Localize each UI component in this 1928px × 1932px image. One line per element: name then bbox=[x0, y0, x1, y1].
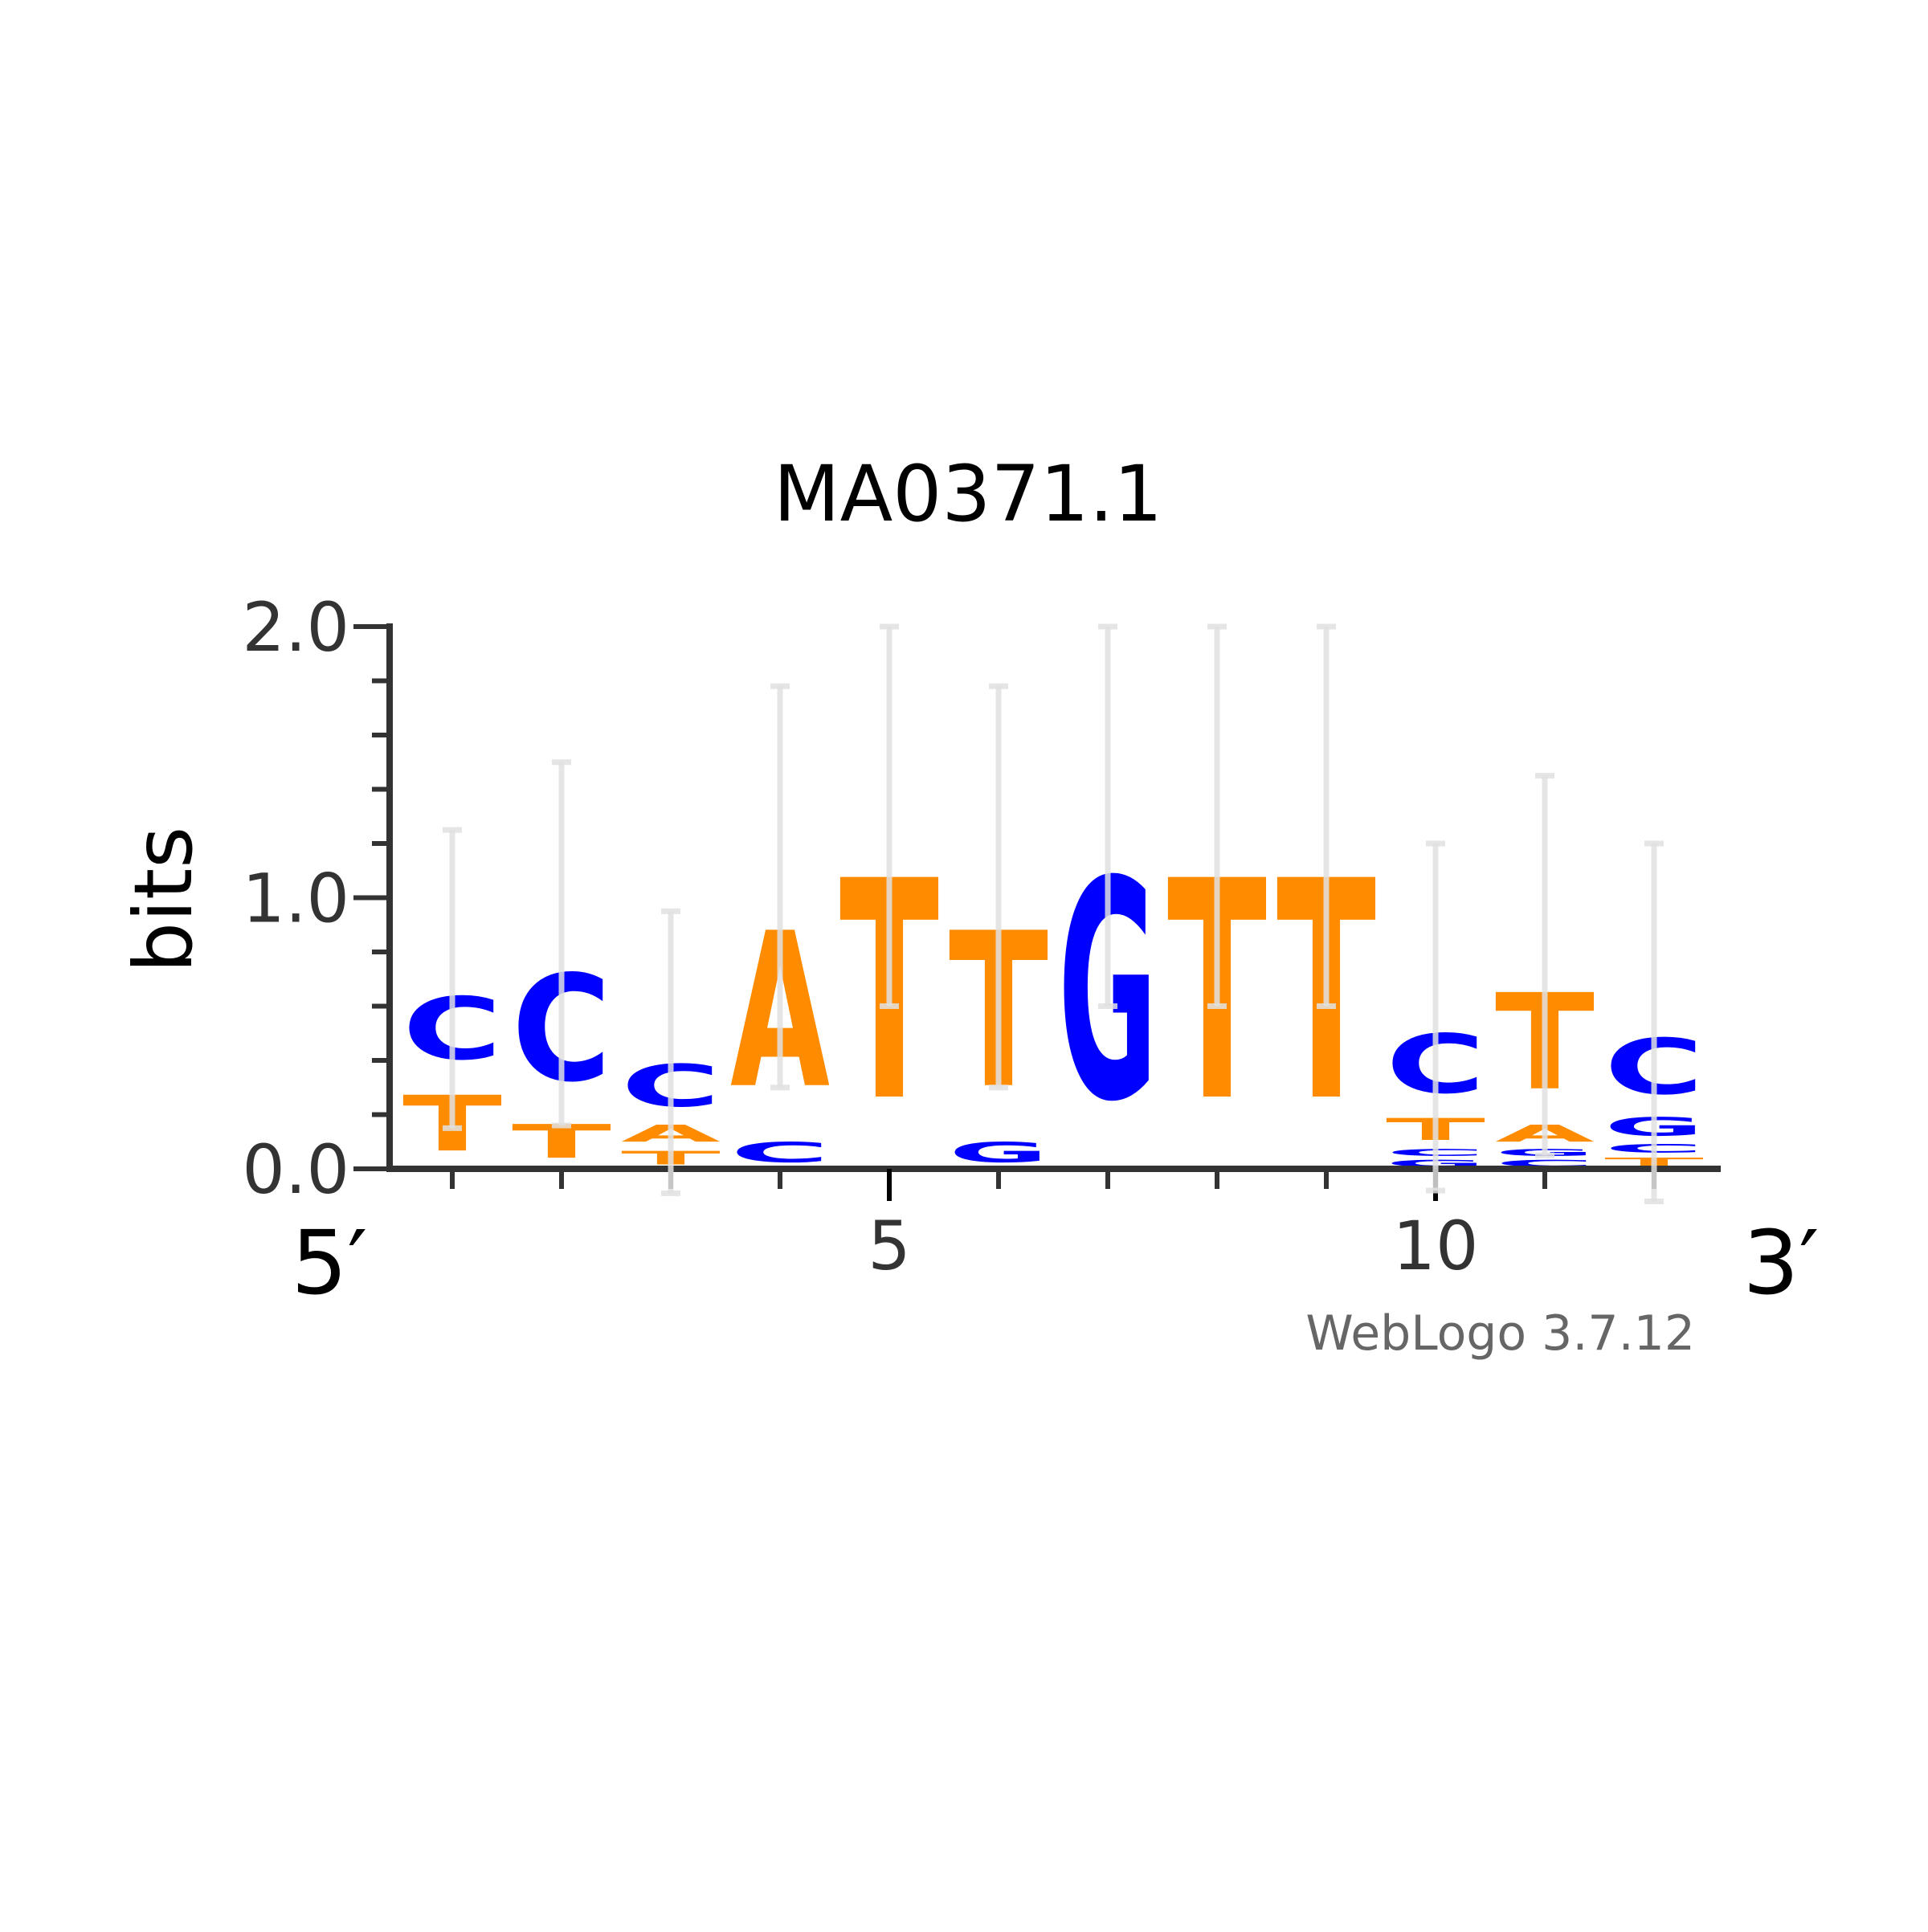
errorbar-pos-4 bbox=[770, 683, 790, 1091]
letter-G-pos-6: G bbox=[949, 1136, 1048, 1168]
errorbar-pos-11 bbox=[1535, 773, 1554, 1158]
y-tick-label: 1.0 bbox=[242, 860, 349, 938]
five-prime-label: 5′ bbox=[292, 1211, 368, 1314]
errorbar-pos-1 bbox=[443, 827, 462, 1131]
y-axis-label: bits bbox=[116, 827, 210, 974]
errorbar-pos-5 bbox=[880, 623, 899, 1009]
error-bars bbox=[443, 623, 1664, 1204]
errorbar-pos-10 bbox=[1426, 840, 1445, 1194]
weblogo-credit: WebLogo 3.7.12 bbox=[1305, 1305, 1695, 1362]
y-tick-label: 2.0 bbox=[242, 588, 349, 667]
y-tick-label: 0.0 bbox=[242, 1130, 349, 1209]
errorbar-pos-3 bbox=[661, 908, 680, 1196]
x-tick-label: 5 bbox=[868, 1207, 910, 1285]
x-tick-label: 10 bbox=[1393, 1207, 1479, 1285]
three-prime-label: 3′ bbox=[1743, 1211, 1820, 1314]
errorbar-pos-6 bbox=[989, 683, 1008, 1091]
errorbar-pos-8 bbox=[1207, 623, 1227, 1009]
chart-title: MA0371.1 bbox=[774, 449, 1162, 539]
errorbar-pos-7 bbox=[1098, 623, 1117, 1009]
errorbar-pos-12 bbox=[1644, 840, 1664, 1204]
letter-C-pos-4: C bbox=[730, 1137, 830, 1169]
errorbar-pos-2 bbox=[552, 759, 571, 1129]
logo-letter-stacks: TCTCTACCATGTGTTGCTCCGATTCGC bbox=[402, 818, 1704, 1170]
axes: 0.0 1.0 2.0 bits 5 10 5′ 3′ bbox=[116, 588, 1819, 1314]
errorbar-pos-9 bbox=[1317, 623, 1336, 1009]
